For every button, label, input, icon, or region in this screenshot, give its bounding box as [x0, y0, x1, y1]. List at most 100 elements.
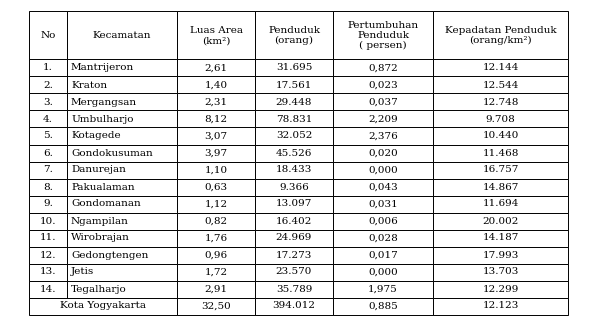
Bar [333, 77, 433, 94]
Text: 2,61: 2,61 [204, 64, 227, 72]
Bar [333, 280, 433, 298]
Bar [67, 144, 177, 161]
Text: 12.123: 12.123 [482, 302, 519, 310]
Text: Gedongtengen: Gedongtengen [71, 250, 149, 259]
Bar [29, 179, 67, 196]
Text: 20.002: 20.002 [482, 216, 519, 226]
Bar [433, 60, 568, 77]
Text: 12.144: 12.144 [482, 64, 519, 72]
Bar [177, 298, 255, 315]
Text: 1.: 1. [43, 64, 53, 72]
Text: 35.789: 35.789 [276, 285, 312, 293]
Text: Wirobrajan: Wirobrajan [71, 233, 130, 243]
Bar [333, 246, 433, 263]
Text: No: No [41, 31, 56, 40]
Text: 45.526: 45.526 [276, 149, 312, 157]
Bar [333, 161, 433, 179]
Bar [177, 179, 255, 196]
Bar [255, 196, 333, 213]
Text: 1,72: 1,72 [204, 268, 227, 276]
Bar [433, 246, 568, 263]
Bar [177, 213, 255, 230]
Text: 2,91: 2,91 [204, 285, 227, 293]
Text: 14.187: 14.187 [482, 233, 519, 243]
Bar [333, 111, 433, 127]
Text: 1,12: 1,12 [204, 200, 227, 209]
Text: 1,975: 1,975 [368, 285, 398, 293]
Bar [67, 11, 177, 60]
Text: 0,031: 0,031 [368, 200, 398, 209]
Bar [333, 179, 433, 196]
Bar [333, 298, 433, 315]
Bar [29, 161, 67, 179]
Bar [29, 280, 67, 298]
Bar [177, 60, 255, 77]
Bar [67, 77, 177, 94]
Bar [67, 263, 177, 280]
Bar [255, 246, 333, 263]
Text: Kecamatan: Kecamatan [93, 31, 151, 40]
Bar [333, 11, 433, 60]
Bar [67, 213, 177, 230]
Bar [255, 144, 333, 161]
Bar [177, 144, 255, 161]
Bar [255, 94, 333, 111]
Bar [29, 11, 67, 60]
Bar [255, 230, 333, 246]
Text: 9.: 9. [43, 200, 53, 209]
Bar [255, 263, 333, 280]
Bar [333, 60, 433, 77]
Text: Penduduk
(orang): Penduduk (orang) [268, 26, 320, 45]
Bar [433, 77, 568, 94]
Bar [433, 111, 568, 127]
Text: 0,043: 0,043 [368, 183, 398, 191]
Bar [177, 77, 255, 94]
Text: 0,885: 0,885 [368, 302, 398, 310]
Text: Luas Area
(km²): Luas Area (km²) [189, 26, 242, 45]
Bar [67, 60, 177, 77]
Bar [255, 11, 333, 60]
Text: 3,07: 3,07 [204, 131, 227, 141]
Bar [177, 196, 255, 213]
Text: 9.366: 9.366 [279, 183, 309, 191]
Bar [67, 161, 177, 179]
Bar [433, 127, 568, 144]
Text: 3.: 3. [43, 97, 53, 107]
Text: 0,96: 0,96 [204, 250, 227, 259]
Text: Mergangsan: Mergangsan [71, 97, 137, 107]
Text: 11.694: 11.694 [482, 200, 519, 209]
Text: 23.570: 23.570 [276, 268, 312, 276]
Bar [67, 196, 177, 213]
Text: 2,209: 2,209 [368, 114, 398, 124]
Text: 32,50: 32,50 [201, 302, 231, 310]
Bar [433, 94, 568, 111]
Bar [255, 77, 333, 94]
Text: 17.273: 17.273 [276, 250, 312, 259]
Text: 24.969: 24.969 [276, 233, 312, 243]
Text: 13.703: 13.703 [482, 268, 519, 276]
Text: Umbulharjo: Umbulharjo [71, 114, 134, 124]
Text: Gondomanan: Gondomanan [71, 200, 141, 209]
Text: 1,10: 1,10 [204, 166, 227, 174]
Text: 31.695: 31.695 [276, 64, 312, 72]
Bar [29, 263, 67, 280]
Bar [67, 111, 177, 127]
Bar [433, 196, 568, 213]
Text: 2,376: 2,376 [368, 131, 398, 141]
Bar [255, 298, 333, 315]
Bar [433, 161, 568, 179]
Bar [29, 246, 67, 263]
Text: 14.867: 14.867 [482, 183, 519, 191]
Text: 4.: 4. [43, 114, 53, 124]
Bar [255, 111, 333, 127]
Text: Ngampilan: Ngampilan [71, 216, 129, 226]
Bar [433, 298, 568, 315]
Text: Mantrijeron: Mantrijeron [71, 64, 134, 72]
Bar [29, 230, 67, 246]
Text: 2,31: 2,31 [204, 97, 227, 107]
Bar [433, 11, 568, 60]
Text: 12.299: 12.299 [482, 285, 519, 293]
Text: 0,006: 0,006 [368, 216, 398, 226]
Text: 0,872: 0,872 [368, 64, 398, 72]
Text: Kota Yogyakarta: Kota Yogyakarta [60, 302, 146, 310]
